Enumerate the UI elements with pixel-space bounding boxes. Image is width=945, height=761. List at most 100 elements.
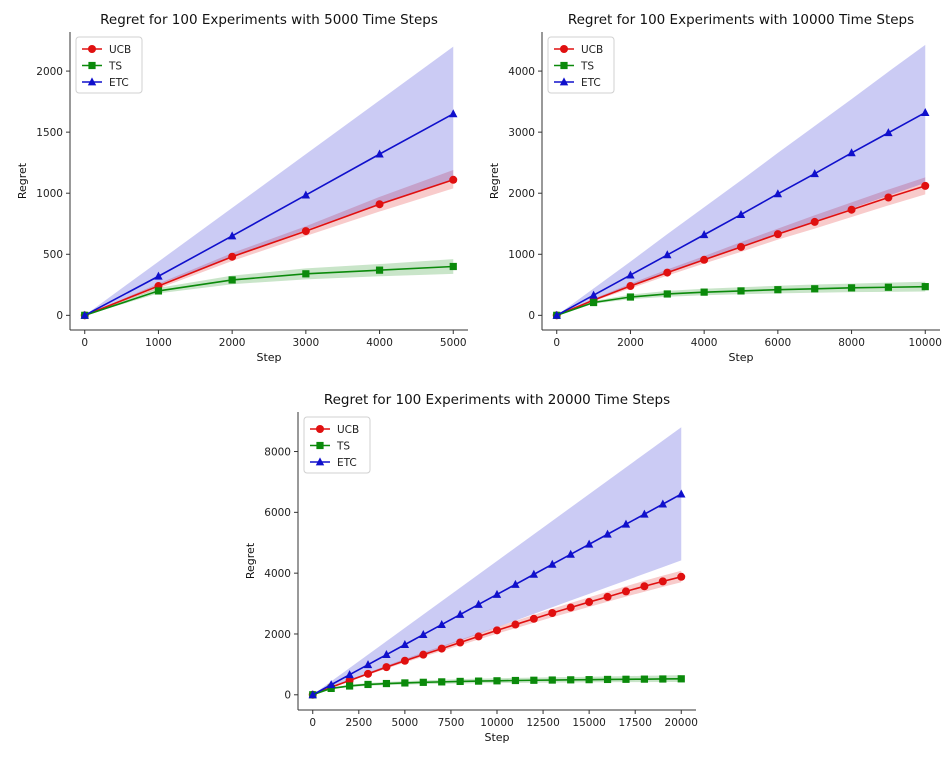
chart-3-point-etc [382,650,391,659]
chart-3-point-ucb [621,587,630,596]
chart-3-point-etc [363,660,373,669]
chart-3-point-ts [511,676,520,685]
chart-2-point-ts [847,284,856,292]
chart-3-y-tick-label: 0 [284,690,291,702]
chart-1-point-etc [301,190,311,199]
chart-1-legend-label: TS [108,60,122,72]
chart-2-legend-item-ucb: UCB [554,44,603,56]
chart-3-legend-item-ucb: UCB [310,424,359,436]
chart-3-point-etc [621,519,631,528]
chart-3-markers-etc [308,489,686,699]
chart-1-point-ts [228,276,236,284]
chart-1-y-tick-label: 1500 [36,127,63,139]
chart-3-y-tick-label: 6000 [264,507,291,519]
chart-2-x-tick-label: 2000 [617,337,644,349]
chart-3-point-ts [548,676,556,684]
chart-3-point-ts [567,676,575,684]
chart-2-point-etc [699,230,709,239]
chart-1-x-axis-label: Step [256,351,281,364]
chart-3-point-ucb [677,572,686,581]
chart-3-point-ts [493,677,501,685]
chart-3-point-ts [327,684,335,693]
chart-3-x-tick-label: 20000 [665,717,698,729]
chart-1-point-ts [375,266,384,274]
chart-3-legend-marker [315,457,325,466]
chart-2-title: Regret for 100 Experiments with 10000 Ti… [568,12,914,28]
chart-3-point-etc [603,529,612,538]
chart-2-point-etc [810,169,819,178]
chart-3-point-etc [437,619,446,628]
chart-3-point-etc [658,499,668,508]
chart-1-y-tick-label: 1000 [36,188,63,200]
chart-2-y-tick-label: 4000 [508,66,535,78]
chart-1-point-etc [80,310,89,319]
chart-2-x-tick-label: 6000 [764,337,791,349]
chart-3-point-ucb [400,656,409,665]
chart-3-point-etc [455,609,465,618]
chart-3-point-etc [419,629,428,638]
chart-1-x-tick-label: 4000 [366,337,393,349]
chart-1-point-ucb [449,175,458,184]
chart-3-point-ts [474,677,483,685]
chart-20000-steps: Regret for 100 Experiments with 20000 Ti… [244,392,698,744]
chart-1-band-ts [84,259,454,316]
chart-3-x-tick-label: 12500 [526,717,559,729]
chart-2-point-etc [589,290,598,299]
chart-2-point-ts [921,283,929,291]
chart-3-point-ucb [364,669,373,678]
chart-2-point-ts [884,283,893,291]
chart-3-point-etc [566,549,575,558]
chart-1-point-ucb [301,227,310,236]
chart-2-legend-label: ETC [581,77,601,89]
chart-1-line-ucb [84,179,454,317]
chart-2-point-ts [737,287,745,295]
chart-1-title: Regret for 100 Experiments with 5000 Tim… [100,12,438,28]
chart-2-point-ucb [921,181,930,190]
chart-3-point-ts [585,676,593,684]
chart-2-y-tick-label: 0 [528,310,535,322]
chart-3-point-etc [584,539,594,548]
chart-3-point-ucb [511,620,520,629]
chart-3-point-ucb [603,592,612,601]
chart-3-point-ucb [382,663,391,672]
chart-1-point-etc [154,271,163,280]
chart-3-point-etc [640,509,649,518]
chart-3-point-ts [622,675,630,683]
chart-2-point-ucb [700,255,709,264]
chart-3-point-ts [640,675,649,683]
chart-2-x-tick-label: 4000 [691,337,718,349]
chart-3-point-ts [364,680,372,689]
chart-3-point-ucb [585,598,594,607]
chart-3-point-etc [511,579,520,588]
chart-1-band-etc [84,46,454,316]
chart-2-legend-marker [560,45,568,53]
chart-3-x-tick-label: 10000 [480,717,513,729]
chart-3-point-etc [548,559,557,568]
chart-3-x-tick-label: 15000 [572,717,605,729]
chart-1-y-tick-label: 0 [56,310,63,322]
chart-3-point-etc [492,589,502,598]
chart-2-x-tick-label: 10000 [909,337,942,349]
chart-2-point-ucb [884,193,893,202]
chart-3-x-axis-label: Step [484,731,509,744]
chart-3-point-etc [474,599,483,608]
chart-2-point-etc [847,148,856,157]
chart-2-point-ucb [737,242,745,251]
chart-2-markers-etc [552,108,930,319]
chart-3-point-etc [345,670,354,679]
chart-2-point-ts [774,286,782,294]
chart-1-legend-item-ucb: UCB [82,44,131,56]
chart-3-markers-ts [309,675,685,699]
chart-2-y-axis-label: Regret [488,162,501,199]
chart-2-legend-label: TS [580,60,594,72]
chart-1-x-tick-label: 5000 [440,337,467,349]
chart-3-legend-label: UCB [337,424,359,436]
chart-1-legend-item-etc: ETC [82,77,129,89]
chart-2-x-axis-label: Step [728,351,753,364]
chart-1-x-tick-label: 1000 [145,337,172,349]
chart-1-legend-marker [88,61,96,70]
chart-3-band-etc [312,427,682,695]
chart-2-point-ts [626,293,635,301]
chart-2-legend: UCB TS ETC [547,36,615,94]
chart-1-x-tick-label: 3000 [292,337,319,349]
